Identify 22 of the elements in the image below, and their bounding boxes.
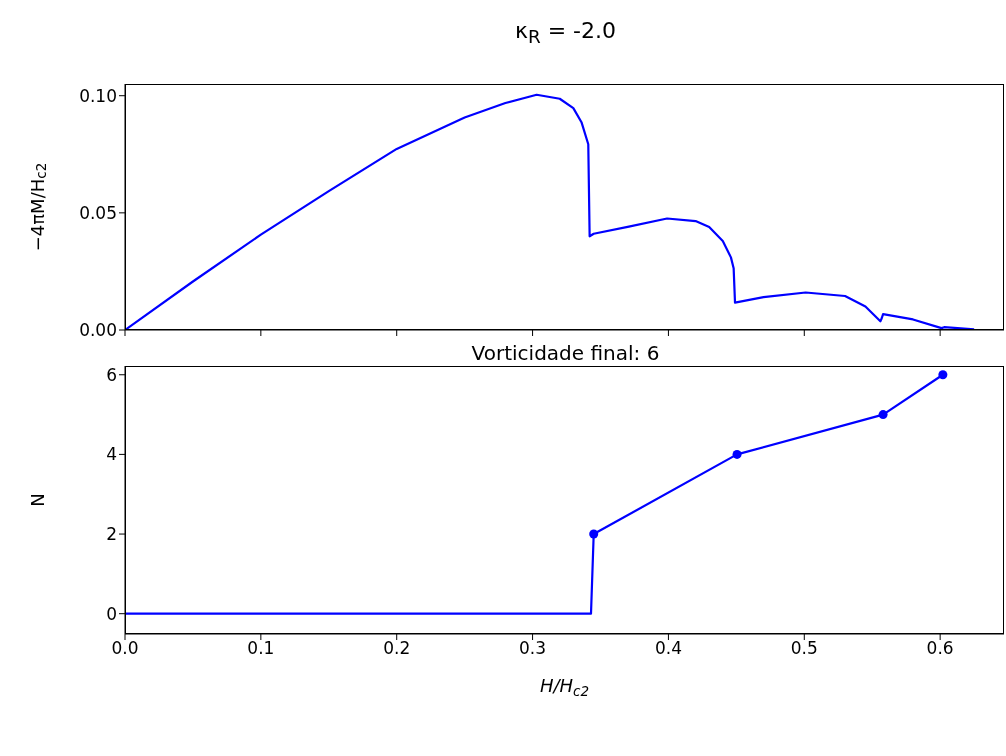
x-tick-label: 0.1 <box>247 638 275 659</box>
x-tick-label: 0.6 <box>926 638 954 659</box>
chart-title: Vorticidade final: 6 <box>470 340 661 366</box>
point <box>938 370 948 380</box>
x-tick-label: 0.3 <box>519 638 547 659</box>
y-tick-label: 2 <box>106 524 117 545</box>
y-tick-label: 0.00 <box>79 320 117 341</box>
x-tick-label: 0.5 <box>790 638 818 659</box>
y-axis-title: N <box>26 493 48 507</box>
y-tick-label: 0 <box>106 603 117 624</box>
y-tick-label: 6 <box>106 364 117 385</box>
y-tick-label: 0.05 <box>79 202 117 223</box>
chart-title: κ$_{R}$ = -2.0 <box>513 17 618 50</box>
point <box>878 410 888 420</box>
point <box>732 449 742 459</box>
y-tick-label: 0.10 <box>79 85 117 106</box>
x-tick-label: 0.2 <box>383 638 411 659</box>
y-tick-label: 4 <box>106 444 117 465</box>
x-tick-label: 0.0 <box>111 638 139 659</box>
point <box>589 529 599 539</box>
x-tick-label: 0.4 <box>654 638 682 659</box>
x-axis-title: H/H$_{c2}$ <box>539 675 590 699</box>
